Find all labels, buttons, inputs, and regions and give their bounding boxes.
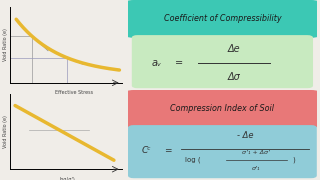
Text: Compression Index of Soil: Compression Index of Soil [171, 104, 274, 113]
Text: Δσ: Δσ [227, 72, 240, 82]
Text: aᵥ: aᵥ [151, 58, 161, 68]
Text: Δe: Δe [228, 44, 240, 54]
Text: Cᶜ: Cᶜ [142, 146, 152, 155]
Text: Coefficient of Compressibility: Coefficient of Compressibility [164, 14, 281, 23]
X-axis label: log(σ'): log(σ') [60, 177, 76, 180]
Text: σ’₁: σ’₁ [252, 166, 260, 171]
FancyBboxPatch shape [132, 35, 313, 88]
Y-axis label: Void Ratio (e): Void Ratio (e) [3, 29, 8, 61]
Text: log (: log ( [185, 157, 200, 163]
X-axis label: Effective Stress: Effective Stress [55, 90, 94, 95]
Text: =: = [175, 58, 183, 68]
FancyBboxPatch shape [124, 0, 320, 38]
FancyBboxPatch shape [128, 125, 317, 178]
Text: ): ) [292, 157, 295, 163]
Text: =: = [164, 146, 172, 155]
Text: σ’₁ + Δσ’: σ’₁ + Δσ’ [242, 150, 270, 156]
FancyBboxPatch shape [124, 90, 320, 128]
Text: - Δe: - Δe [237, 130, 253, 140]
Y-axis label: Void Ratio (e): Void Ratio (e) [3, 115, 8, 148]
